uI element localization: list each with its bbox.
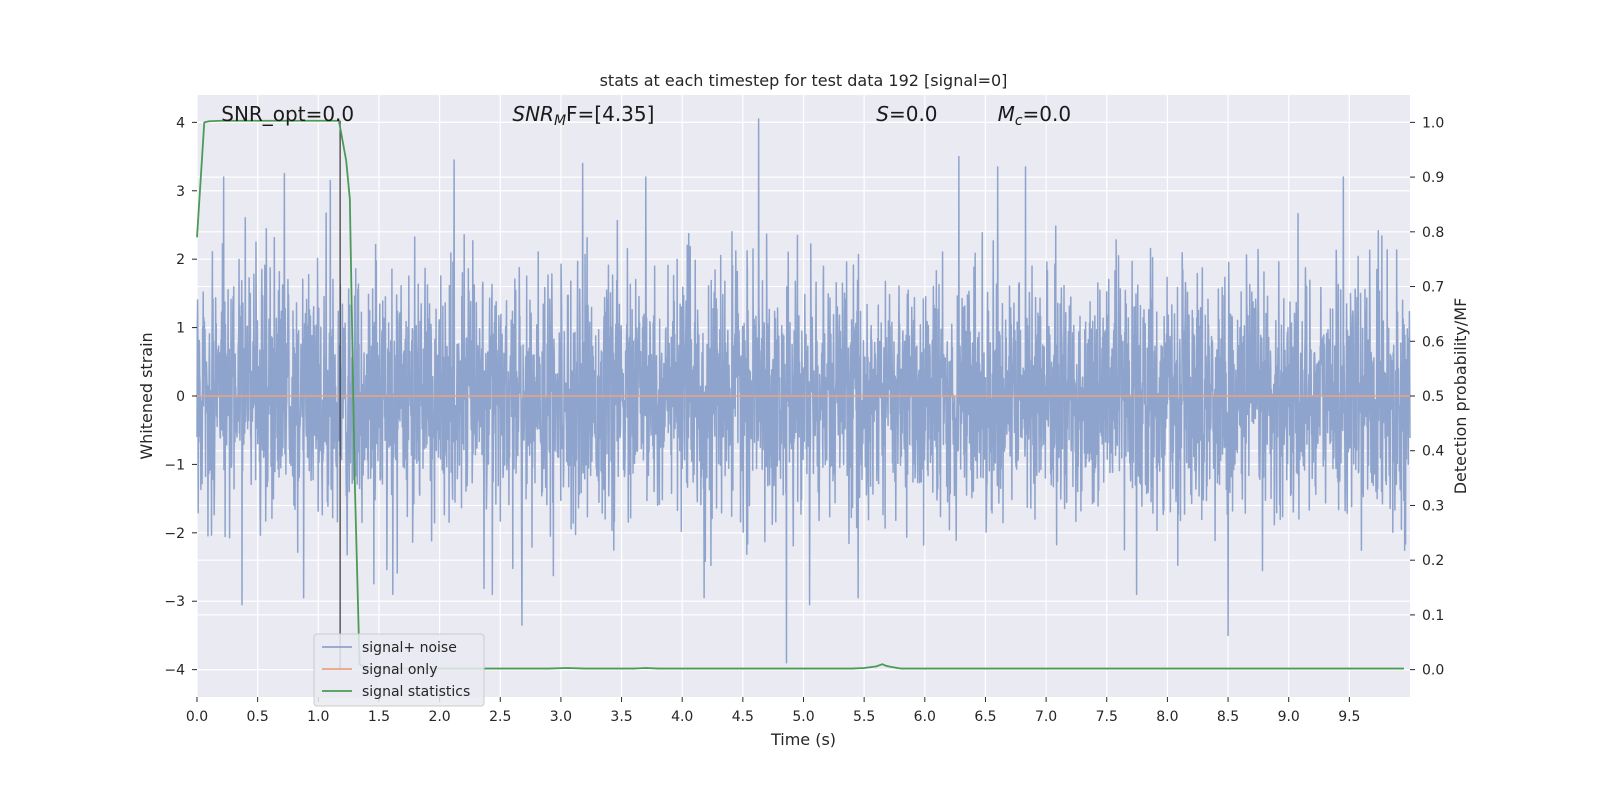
- y-right-tick-label: 0.4: [1422, 444, 1444, 460]
- x-tick-label: 5.5: [853, 709, 875, 725]
- x-axis-ticks: 0.0 0.5 1.0 1.5 2.0 2.5 3.0 3.5 4.0 4.5 5.0 5.5 6.0 6…: [186, 697, 1360, 725]
- y-right-tick-label: 0.7: [1422, 280, 1444, 296]
- y-right-tick-label: 1.0: [1422, 115, 1444, 131]
- x-tick-label: 4.5: [732, 709, 754, 725]
- x-axis-label: Time (s): [770, 730, 836, 749]
- y-left-tick-label: −4: [164, 663, 185, 679]
- y-left-tick-label: −2: [164, 526, 185, 542]
- x-tick-label: 3.0: [550, 709, 572, 725]
- y-left-tick-label: 1: [176, 321, 185, 337]
- y-right-tick-label: 0.8: [1422, 225, 1444, 241]
- annotation-text: SNRMF=[4.35]: [512, 102, 654, 129]
- y-left-tick-label: 3: [176, 184, 185, 200]
- x-tick-label: 1.0: [307, 709, 329, 725]
- annotation-text: SNR_opt=0.0: [221, 102, 354, 126]
- x-tick-label: 9.0: [1278, 709, 1300, 725]
- y-right-axis-label: Detection probability/MF: [1451, 298, 1470, 495]
- chart-title: stats at each timestep for test data 192…: [600, 71, 1008, 90]
- legend-label: signal only: [362, 662, 437, 678]
- x-tick-label: 8.0: [1156, 709, 1178, 725]
- signal-statistics-line: [196, 119, 1404, 670]
- series-signal-noise: [196, 118, 1411, 664]
- y-right-tick-label: 0.3: [1422, 498, 1444, 514]
- y-left-tick-label: 0: [176, 389, 185, 405]
- x-tick-label: 2.5: [489, 709, 511, 725]
- signal-noise-line: [196, 118, 1411, 664]
- x-tick-label: 6.5: [974, 709, 996, 725]
- annotations: SNR_opt=0.0 SNRMF=[4.35] S=0.0 Mc=0.0: [221, 102, 1071, 129]
- y-left-tick-label: 4: [176, 115, 185, 131]
- y-left-tick-label: 2: [176, 252, 185, 268]
- x-tick-label: 9.5: [1338, 709, 1360, 725]
- series-signal-statistics: [196, 119, 1404, 670]
- x-tick-label: 2.0: [428, 709, 450, 725]
- legend-box: [313, 633, 485, 707]
- x-tick-label: 4.0: [671, 709, 693, 725]
- x-tick-label: 0.5: [247, 709, 269, 725]
- annotation-text: Mc=0.0: [998, 102, 1072, 129]
- legend-label: signal+ noise: [362, 640, 457, 656]
- y-right-tick-label: 0.6: [1422, 334, 1444, 350]
- x-tick-label: 1.5: [368, 709, 390, 725]
- x-tick-label: 6.0: [914, 709, 936, 725]
- annotation-text: S=0.0: [876, 102, 937, 126]
- x-tick-label: 5.0: [792, 709, 814, 725]
- y-right-axis-ticks: 1.0 0.9 0.8 0.7 0.6 0.5 0.4 0.3 0.2 0.1 0.0: [1410, 115, 1444, 679]
- y-left-tick-label: −3: [164, 594, 185, 610]
- y-left-tick-label: −1: [164, 457, 185, 473]
- x-tick-label: 7.5: [1096, 709, 1118, 725]
- y-right-tick-label: 0.2: [1422, 553, 1444, 569]
- y-right-tick-label: 0.9: [1422, 170, 1444, 186]
- x-tick-label: 0.0: [186, 709, 208, 725]
- y-left-axis-label: Whitened strain: [137, 332, 156, 459]
- x-tick-label: 8.5: [1217, 709, 1239, 725]
- legend: signal+ noise signal only signal statistic…: [313, 633, 485, 707]
- x-tick-label: 3.5: [610, 709, 632, 725]
- y-right-tick-label: 0.0: [1422, 663, 1444, 679]
- y-left-axis-ticks: 4 3 2 1 0 −1 −2 −3 −4: [164, 115, 197, 679]
- x-tick-label: 7.0: [1035, 709, 1057, 725]
- y-right-tick-label: 0.1: [1422, 608, 1444, 624]
- y-right-tick-label: 0.5: [1422, 389, 1444, 405]
- legend-label: signal statistics: [362, 684, 470, 700]
